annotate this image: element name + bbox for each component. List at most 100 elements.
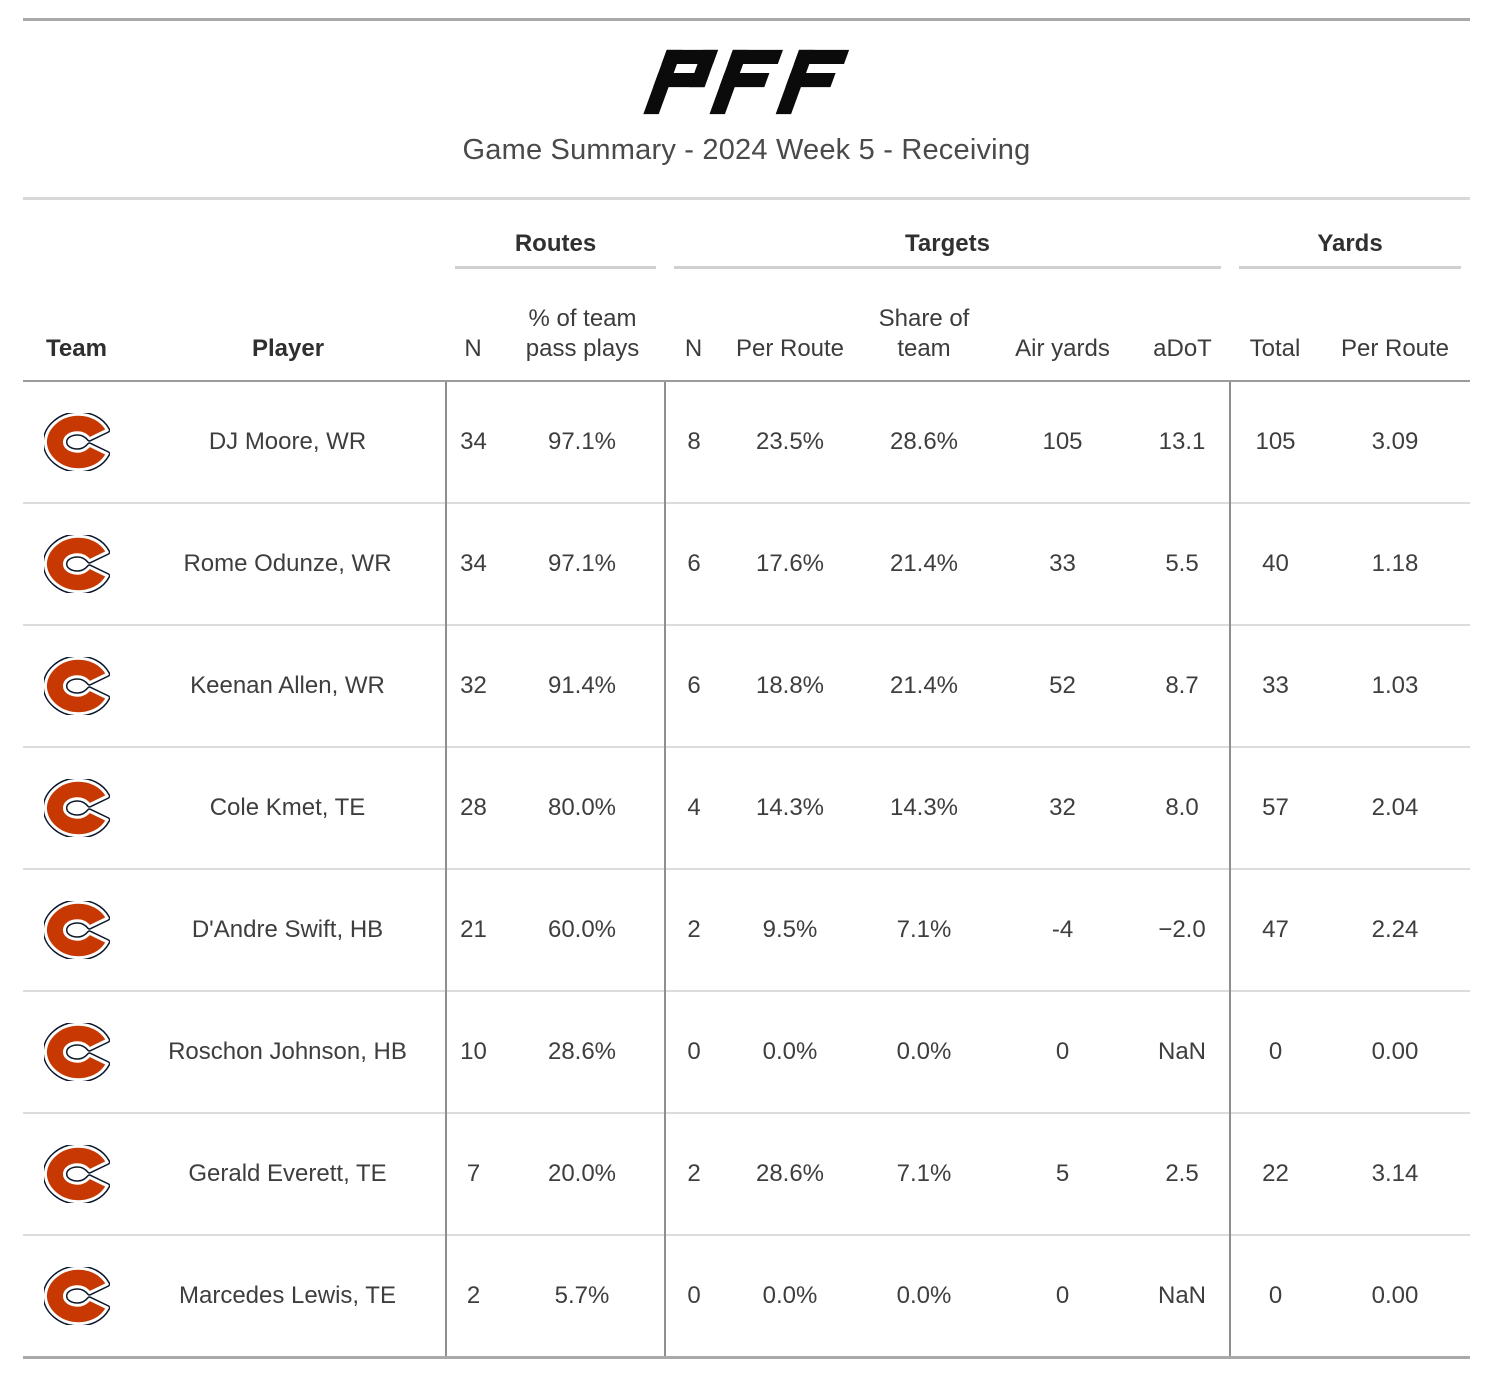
cell-team-logo <box>23 746 130 869</box>
cell-player: Gerald Everett, TE <box>130 1112 446 1235</box>
page-title: Game Summary - 2024 Week 5 - Receiving <box>462 134 1031 166</box>
bears-c-logo-icon <box>43 535 110 593</box>
cell-routes-pct: 97.1% <box>500 502 665 625</box>
cell-targets-n: 2 <box>664 868 722 991</box>
cell-team-logo <box>23 502 130 625</box>
cell-targets-per-route: 23.5% <box>755 428 825 455</box>
cell-targets-share: 28.6% <box>889 428 959 455</box>
cell-air-yards: -4 <box>990 868 1135 991</box>
cell-routes-pct: 60.0% <box>500 868 665 991</box>
cell-player: D'Andre Swift, HB <box>130 868 446 991</box>
cell-routes-pct: 91.4% <box>500 624 665 747</box>
cell-targets-n: 6 <box>664 502 722 625</box>
cell-yards-per-route: 3.09 <box>1371 428 1419 455</box>
cell-yards-per-route: 2.24 <box>1320 868 1471 991</box>
cell-yards-total: 22 <box>1229 1112 1320 1235</box>
table-row: Cole Kmet, TE 28 80.0% 4 14.3% 14.3% 32 … <box>23 746 1471 869</box>
report-heading: Game Summary - 2024 Week 5 - Receiving <box>23 21 1470 200</box>
cell-routes-pct: 97.1% <box>547 428 617 455</box>
spanner-underline <box>674 266 1221 269</box>
col-header-share-of-team: Share of team <box>858 269 990 382</box>
cell-air-yards: 33 <box>990 502 1135 625</box>
col-header-targets-per-route: Per Route <box>722 269 858 382</box>
table-row: Marcedes Lewis, TE 2 5.7% 0 0.0% 0.0% 0 … <box>23 1234 1471 1357</box>
cell-yards-total: 33 <box>1229 624 1320 747</box>
bears-c-logo-icon <box>43 1266 110 1325</box>
cell-targets-share: 7.1% <box>858 1112 990 1235</box>
cell-targets-per-route: 14.3% <box>722 746 858 869</box>
cell-yards-total: 0 <box>1229 990 1320 1113</box>
cell-yards-per-route: 3.14 <box>1320 1112 1471 1235</box>
cell-adot: NaN <box>1135 990 1230 1113</box>
cell-targets-share: 7.1% <box>858 868 990 991</box>
cell-player: Cole Kmet, TE <box>130 746 446 869</box>
spanner-targets: Targets <box>665 200 1230 269</box>
table-row: Rome Odunze, WR 34 97.1% 6 17.6% 21.4% 3… <box>23 502 1471 625</box>
cell-adot: 8.7 <box>1135 624 1230 747</box>
cell-player: Keenan Allen, WR <box>130 624 446 747</box>
col-header-team: Team <box>23 269 130 382</box>
cell-routes-n: 34 <box>445 381 500 503</box>
cell-air-yards: 0 <box>990 1234 1135 1357</box>
cell-team-logo <box>23 990 130 1113</box>
cell-team-logo <box>23 1234 130 1357</box>
cell-adot: NaN <box>1135 1234 1230 1357</box>
cell-adot: 5.5 <box>1135 502 1230 625</box>
col-header-adot: aDoT <box>1135 269 1230 382</box>
cell-adot: 8.0 <box>1135 746 1230 869</box>
cell-routes-pct: 20.0% <box>500 1112 665 1235</box>
spanner-underline <box>455 266 656 269</box>
table-row: Roschon Johnson, HB 10 28.6% 0 0.0% 0.0%… <box>23 990 1471 1113</box>
cell-routes-pct: 80.0% <box>500 746 665 869</box>
cell-targets-per-route: 17.6% <box>722 502 858 625</box>
cell-targets-share: 14.3% <box>858 746 990 869</box>
cell-routes-n: 10 <box>445 990 500 1113</box>
cell-targets-n: 0 <box>664 990 722 1113</box>
report-container: Game Summary - 2024 Week 5 - Receiving R… <box>23 18 1471 1359</box>
col-header-routes-n: N <box>446 269 500 382</box>
cell-targets-n: 6 <box>664 624 722 747</box>
cell-targets-per-route: 9.5% <box>722 868 858 991</box>
cell-targets-share: 21.4% <box>858 502 990 625</box>
spanner-routes: Routes <box>446 200 665 269</box>
table-row: Keenan Allen, WR 32 91.4% 6 18.8% 21.4% … <box>23 624 1471 747</box>
cell-targets-per-route: 0.0% <box>722 990 858 1113</box>
cell-adot: −2.0 <box>1135 868 1230 991</box>
cell-targets-per-route: 18.8% <box>722 624 858 747</box>
cell-yards-total: 105 <box>1229 381 1320 503</box>
cell-yards-per-route: 0.00 <box>1320 990 1471 1113</box>
cell-targets-share: 0.0% <box>858 990 990 1113</box>
cell-targets-n: 0 <box>664 1234 722 1357</box>
col-header-yards-per-route: Per Route <box>1320 269 1471 382</box>
cell-yards-total: 57 <box>1229 746 1320 869</box>
col-header-player: Player <box>130 269 446 382</box>
table-row: DJ Moore, WR 34 97.1% 8 23.5% 28.6% 105 … <box>23 381 1470 503</box>
cell-targets-per-route: 28.6% <box>722 1112 858 1235</box>
cell-yards-per-route: 2.04 <box>1320 746 1471 869</box>
cell-air-yards: 52 <box>990 624 1135 747</box>
cell-routes-n: 32 <box>445 624 500 747</box>
spanner-yards: Yards <box>1230 200 1470 269</box>
stats-table: Routes Targets Yards <box>23 200 1471 1359</box>
cell-routes-pct: 5.7% <box>500 1234 665 1357</box>
cell-player: Rome Odunze, WR <box>130 502 446 625</box>
bears-c-logo-icon <box>43 779 110 837</box>
cell-air-yards: 5 <box>990 1112 1135 1235</box>
cell-targets-per-route: 0.0% <box>722 1234 858 1357</box>
cell-targets-n: 8 <box>664 381 722 503</box>
cell-targets-n: 4 <box>664 746 722 869</box>
cell-team-logo <box>23 1112 130 1235</box>
cell-yards-per-route: 1.03 <box>1320 624 1471 747</box>
cell-routes-pct: 28.6% <box>500 990 665 1113</box>
bears-c-logo-icon <box>43 657 110 715</box>
pff-logo <box>642 49 849 115</box>
spanner-underline <box>1239 266 1462 269</box>
cell-yards-total: 40 <box>1229 502 1320 625</box>
cell-targets-n: 2 <box>664 1112 722 1235</box>
cell-air-yards: 105 <box>1042 428 1083 455</box>
cell-yards-total: 47 <box>1229 868 1320 991</box>
col-header-pct-team-pass-plays: % of team pass plays <box>500 269 665 382</box>
cell-team-logo <box>23 381 130 503</box>
cell-adot: 13.1 <box>1158 428 1206 455</box>
cell-air-yards: 32 <box>990 746 1135 869</box>
